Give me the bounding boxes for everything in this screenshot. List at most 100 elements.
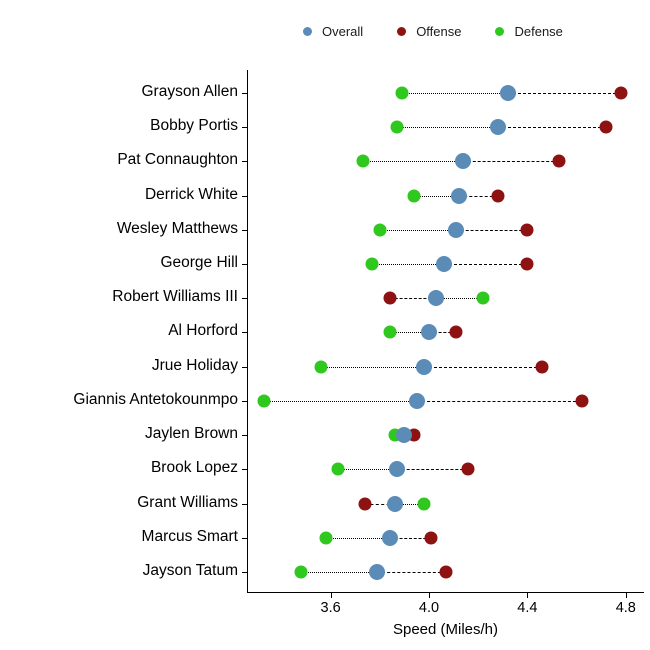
dot-offense: [439, 565, 453, 579]
connector-defense: [401, 93, 508, 94]
dot-overall: [389, 461, 406, 478]
y-axis-tick: [242, 366, 247, 368]
legend-dot-offense: [397, 27, 407, 36]
player-label: Jrue Holiday: [151, 356, 238, 374]
dot-defense: [314, 360, 328, 374]
dot-overall: [428, 290, 445, 307]
player-label: Grayson Allen: [141, 83, 239, 100]
x-axis-tick-label: 3.6: [320, 600, 341, 616]
dot-overall: [369, 563, 386, 580]
dot-overall: [381, 529, 398, 546]
connector-offense: [463, 161, 560, 163]
dot-overall: [435, 256, 452, 273]
connector-offense: [389, 537, 432, 539]
connector-defense: [414, 195, 459, 197]
x-axis-tick: [625, 593, 627, 598]
dot-offense: [575, 394, 588, 408]
dot-offense: [599, 120, 613, 134]
player-label: Brook Lopez: [150, 459, 238, 477]
dot-offense: [535, 360, 549, 374]
connector-offense: [429, 332, 457, 334]
y-axis-tick: [242, 332, 247, 334]
dot-overall: [421, 324, 437, 341]
dot-offense: [358, 497, 372, 511]
connector-offense: [377, 571, 447, 573]
player-label: Bobby Portis: [150, 117, 238, 135]
connector-defense: [362, 161, 464, 163]
y-axis-tick: [242, 195, 247, 197]
dot-defense: [365, 257, 379, 271]
y-axis-tick: [242, 264, 247, 266]
y-axis-tick: [242, 537, 247, 539]
legend-label-overall: Overall: [322, 24, 364, 39]
y-axis-tick: [242, 435, 247, 437]
connector-offense: [416, 400, 582, 402]
connector-offense: [497, 127, 607, 129]
connector-defense: [397, 127, 498, 129]
connector-offense: [389, 298, 437, 300]
connector-offense: [365, 503, 395, 505]
dot-overall: [489, 119, 506, 136]
x-axis-title: Speed (Miles/h): [392, 621, 499, 638]
y-axis-tick: [242, 571, 247, 573]
y-axis-tick: [242, 229, 247, 231]
connector-defense: [394, 503, 425, 505]
y-axis-tick: [242, 93, 247, 94]
dot-defense: [390, 120, 404, 134]
x-axis-tick-label: 4.4: [517, 600, 538, 616]
connector-offense: [424, 366, 543, 368]
player-label: Derrick White: [144, 185, 238, 203]
dot-defense: [331, 462, 345, 476]
legend-label-defense: Defense: [514, 24, 563, 39]
dot-defense: [395, 86, 409, 100]
connector-defense: [372, 264, 444, 266]
player-label: Pat Connaughton: [117, 151, 238, 169]
dot-offense: [614, 86, 628, 100]
dot-defense: [294, 565, 308, 579]
player-label: Grant Williams: [137, 493, 238, 511]
y-axis-tick: [242, 503, 247, 505]
legend-item-overall: Overall: [303, 24, 363, 39]
dot-overall: [408, 392, 425, 409]
dot-offense: [424, 531, 438, 545]
connector-defense: [379, 229, 457, 231]
chart-legend: Overall Offense Defense: [303, 24, 563, 39]
dot-defense: [257, 394, 271, 408]
player-label: Al Horford: [168, 322, 238, 340]
dot-offense: [449, 325, 463, 339]
legend-item-defense: Defense: [495, 24, 563, 39]
dot-offense: [520, 223, 534, 237]
connector-offense: [458, 195, 498, 197]
x-axis-tick: [527, 593, 529, 598]
y-axis-line: [247, 70, 248, 592]
player-label: Marcus Smart: [141, 527, 238, 545]
dot-overall: [416, 358, 433, 375]
x-axis-tick: [429, 593, 430, 598]
connector-offense: [443, 264, 528, 266]
legend-dot-defense: [495, 27, 505, 36]
dot-overall: [450, 187, 467, 204]
player-label: Wesley Matthews: [116, 219, 238, 237]
connector-defense: [264, 400, 417, 402]
connector-offense: [456, 229, 528, 231]
x-axis-tick-label: 4.8: [615, 600, 636, 616]
connector-defense: [436, 298, 484, 300]
x-axis-line: [247, 592, 644, 593]
connector-defense: [320, 366, 425, 368]
player-label: Giannis Antetokounmpo: [73, 390, 238, 408]
player-label: Robert Williams III: [112, 288, 238, 306]
x-axis-tick-label: 4.0: [418, 600, 440, 616]
dot-defense: [476, 291, 490, 305]
connector-defense: [301, 571, 378, 573]
dot-overall: [396, 427, 413, 444]
dot-offense: [520, 257, 534, 271]
connector-defense: [338, 469, 398, 471]
dot-offense: [491, 189, 505, 203]
connector-defense: [325, 537, 390, 539]
dot-defense: [383, 325, 397, 339]
dot-defense: [319, 531, 333, 545]
legend-dot-overall: [303, 27, 312, 36]
player-label: George Hill: [160, 254, 238, 272]
dot-overall: [455, 153, 472, 170]
